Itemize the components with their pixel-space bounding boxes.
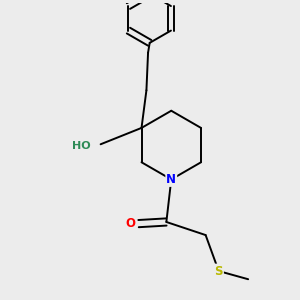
Text: N: N	[166, 173, 176, 186]
Text: S: S	[214, 265, 223, 278]
Text: O: O	[125, 217, 135, 230]
Text: HO: HO	[72, 141, 91, 151]
